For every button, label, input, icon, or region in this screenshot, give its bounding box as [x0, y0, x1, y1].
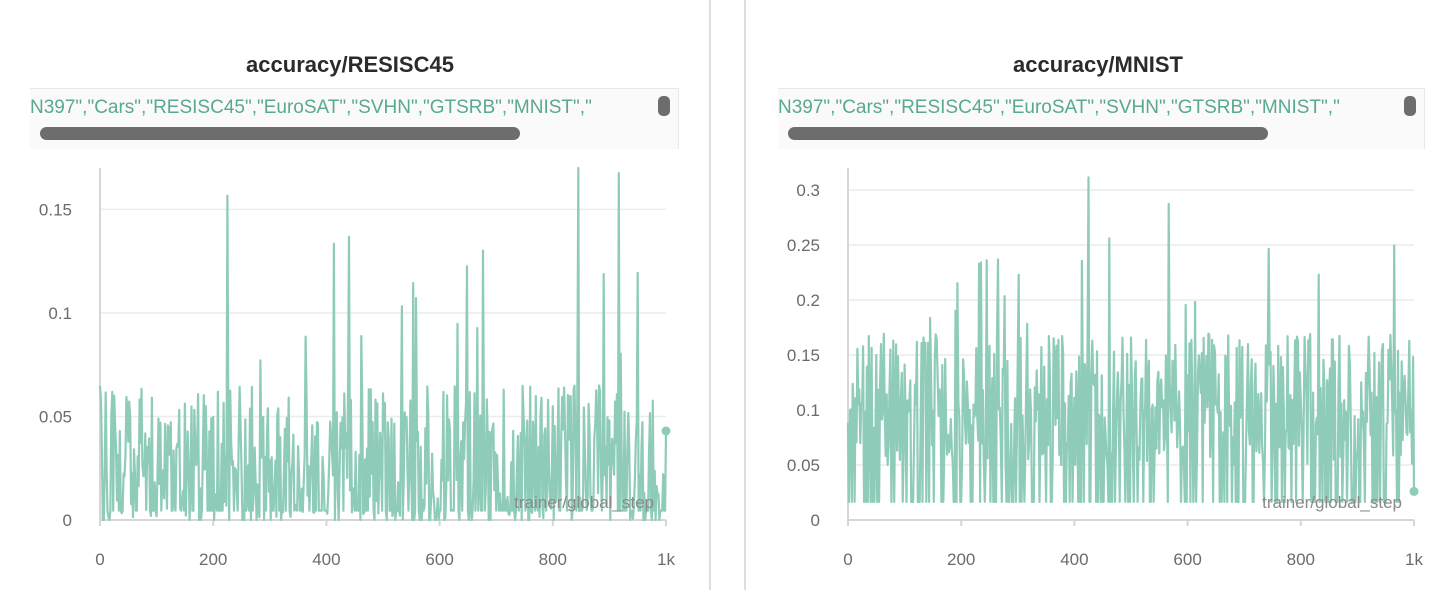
x-tick-label: 400: [1060, 550, 1088, 569]
panel-divider: [709, 0, 711, 590]
series-line: [846, 176, 1416, 503]
series-line: [98, 166, 668, 522]
last-point-marker: [661, 426, 671, 436]
y-tick-label: 0: [811, 511, 820, 530]
last-point-marker: [1409, 486, 1419, 496]
x-tick-label: 200: [199, 550, 227, 569]
y-tick-label: 0.25: [787, 236, 820, 255]
x-tick-label: 400: [312, 550, 340, 569]
y-tick-label: 0.05: [787, 456, 820, 475]
y-tick-label: 0.05: [39, 407, 72, 426]
x-tick-label: 0: [95, 550, 104, 569]
legend-horizontal-scrollbar[interactable]: [788, 127, 1268, 140]
legend-text: N397","Cars","RESISC45","EuroSAT","SVHN"…: [778, 97, 1340, 118]
legend-horizontal-scrollbar[interactable]: [40, 127, 520, 140]
x-tick-label: 1k: [657, 550, 675, 569]
chart-plot-mnist[interactable]: 0 0.05 0.1 0.15 0.2 0.25 0.3 0 200 400 600 800 1k tra…: [748, 0, 1448, 590]
x-tick-label: 600: [425, 550, 453, 569]
y-tick-label: 0: [63, 511, 72, 530]
x-tick-label: 800: [1287, 550, 1315, 569]
x-tick-label: 600: [1173, 550, 1201, 569]
x-tick-label: 800: [539, 550, 567, 569]
legend-vertical-scrollbar[interactable]: [658, 96, 670, 116]
y-tick-label: 0.1: [48, 304, 72, 323]
y-tick-label: 0.1: [796, 401, 820, 420]
legend-vertical-scrollbar[interactable]: [1404, 96, 1416, 116]
x-axis-label: trainer/global_step: [514, 493, 654, 512]
chart-title: accuracy/RESISC45: [246, 52, 454, 77]
legend-text: N397","Cars","RESISC45","EuroSAT","SVHN"…: [30, 97, 592, 118]
y-tick-label: 0.15: [39, 200, 72, 219]
chart-title: accuracy/MNIST: [1013, 52, 1183, 77]
x-axis-label: trainer/global_step: [1262, 493, 1402, 512]
x-tick-label: 200: [947, 550, 975, 569]
chart-panel-resisc45: accuracy/RESISC45 N397","Cars","RESISC45…: [0, 0, 700, 590]
chart-plot-resisc45[interactable]: 0 0.05 0.1 0.15 0 200 400 600 800 1k trainer/globa…: [0, 0, 700, 590]
legend-scroll-box[interactable]: N397","Cars","RESISC45","EuroSAT","SVHN"…: [30, 88, 679, 149]
y-tick-label: 0.15: [787, 346, 820, 365]
x-tick-label: 0: [843, 550, 852, 569]
y-tick-label: 0.3: [796, 181, 820, 200]
y-tick-label: 0.2: [796, 291, 820, 310]
panel-divider-2: [744, 0, 746, 590]
x-tick-label: 1k: [1405, 550, 1423, 569]
legend-scroll-box[interactable]: N397","Cars","RESISC45","EuroSAT","SVHN"…: [778, 88, 1425, 149]
chart-panel-mnist: accuracy/MNIST N397","Cars","RESISC45","…: [748, 0, 1448, 590]
